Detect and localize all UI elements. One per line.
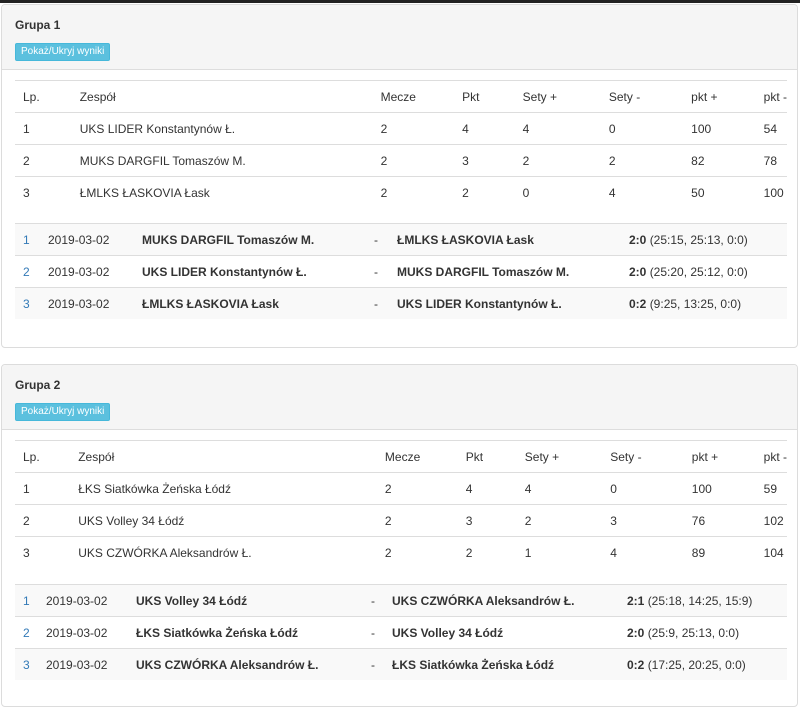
table-row: 2 MUKS DARGFIL Tomaszów M. 2 3 2 2 82 78 xyxy=(15,144,787,177)
match-score: 2:0 xyxy=(627,625,645,640)
match-date: 2019-03-02 xyxy=(40,223,134,256)
matches-table: 1 2019-03-02 MUKS DARGFIL Tomaszów M. - … xyxy=(15,223,787,319)
away-team: ŁKS Siatkówka Żeńska Łódź xyxy=(384,648,619,680)
group-2-panel: Grupa 2 Pokaż/Ukryj wyniki Lp. Zespół Me… xyxy=(1,364,798,707)
table-header-row: Lp. Zespół Mecze Pkt Sety + Sety - pkt +… xyxy=(15,440,787,473)
match-number-link[interactable]: 2 xyxy=(23,625,30,640)
away-team: UKS Volley 34 Łódź xyxy=(384,616,619,649)
match-number-link[interactable]: 1 xyxy=(23,593,30,608)
match-date: 2019-03-02 xyxy=(38,584,128,617)
match-row: 3 2019-03-02 ŁMLKS ŁASKOVIA Łask - UKS L… xyxy=(15,287,787,319)
match-score: 2:0 xyxy=(629,232,647,247)
team-name: MUKS DARGFIL Tomaszów M. xyxy=(71,144,373,177)
match-row: 1 2019-03-02 MUKS DARGFIL Tomaszów M. - … xyxy=(15,223,787,256)
home-team: ŁMLKS ŁASKOVIA Łask xyxy=(134,287,366,319)
col-team: Zespół xyxy=(70,440,377,473)
match-separator: - xyxy=(366,223,389,256)
table-row: 1 ŁKS Siatkówka Żeńska Łódź 2 4 4 0 100 … xyxy=(15,472,787,505)
toggle-results-button[interactable]: Pokaż/Ukryj wyniki xyxy=(15,403,111,421)
match-row: 2 2019-03-02 ŁKS Siatkówka Żeńska Łódź -… xyxy=(15,616,787,649)
match-row: 1 2019-03-02 UKS Volley 34 Łódź - UKS CZ… xyxy=(15,584,787,617)
match-separator: - xyxy=(363,648,384,680)
col-lp: Lp. xyxy=(15,80,72,113)
match-separator: - xyxy=(363,616,384,649)
match-separator: - xyxy=(363,584,384,617)
match-number-link[interactable]: 2 xyxy=(23,264,30,279)
team-name: UKS LIDER Konstantynów Ł. xyxy=(71,112,373,145)
table-row: 1 UKS LIDER Konstantynów Ł. 2 4 4 0 100 … xyxy=(15,112,787,145)
col-pkt-plus: pkt + xyxy=(683,80,756,113)
col-lp: Lp. xyxy=(15,440,71,473)
table-row: 3 ŁMLKS ŁASKOVIA Łask 2 2 0 4 50 100 xyxy=(15,177,787,209)
col-mecze: Mecze xyxy=(376,440,458,473)
standings-table: Lp. Zespół Mecze Pkt Sety + Sety - pkt +… xyxy=(15,80,787,208)
group-title: Grupa 1 xyxy=(15,18,61,32)
match-number-link[interactable]: 3 xyxy=(23,657,30,672)
away-team: MUKS DARGFIL Tomaszów M. xyxy=(389,255,621,288)
col-pkt: Pkt xyxy=(457,440,517,473)
col-sety-plus: Sety + xyxy=(516,440,603,473)
matches-table: 1 2019-03-02 UKS Volley 34 Łódź - UKS CZ… xyxy=(15,584,787,680)
match-date: 2019-03-02 xyxy=(38,648,128,680)
col-sety-minus: Sety - xyxy=(602,440,684,473)
match-number-link[interactable]: 3 xyxy=(23,296,30,311)
match-sets: (9:25, 13:25, 0:0) xyxy=(649,296,742,311)
match-number-link[interactable]: 1 xyxy=(23,232,30,247)
team-name: UKS CZWÓRKA Aleksandrów Ł. xyxy=(78,545,252,560)
home-team: UKS CZWÓRKA Aleksandrów Ł. xyxy=(128,648,363,680)
match-date: 2019-03-02 xyxy=(40,255,134,288)
table-header-row: Lp. Zespół Mecze Pkt Sety + Sety - pkt +… xyxy=(15,80,787,113)
col-pkt-minus: pkt - xyxy=(755,440,787,473)
match-separator: - xyxy=(366,255,389,288)
match-separator: - xyxy=(366,287,389,319)
col-sety-minus: Sety - xyxy=(600,80,684,113)
table-row: 3 UKS CZWÓRKA Aleksandrów Ł. 2 2 1 4 89 … xyxy=(15,537,787,569)
col-sety-plus: Sety + xyxy=(514,80,601,113)
group-title: Grupa 2 xyxy=(15,378,61,392)
team-name: ŁKS Siatkówka Żeńska Łódź xyxy=(70,472,377,505)
group-1-header: Grupa 1 Pokaż/Ukryj wyniki xyxy=(2,5,797,70)
home-team: ŁKS Siatkówka Żeńska Łódź xyxy=(128,616,363,649)
away-team: ŁMLKS ŁASKOVIA Łask xyxy=(389,223,621,256)
top-bar xyxy=(0,0,800,3)
col-pkt: Pkt xyxy=(454,80,515,113)
match-score: 2:0 xyxy=(629,264,647,279)
col-team: Zespół xyxy=(71,80,373,113)
table-row: 2 UKS Volley 34 Łódź 2 3 2 3 76 102 xyxy=(15,504,787,537)
team-name: ŁMLKS ŁASKOVIA Łask xyxy=(79,185,210,200)
match-score: 0:2 xyxy=(629,296,647,311)
match-date: 2019-03-02 xyxy=(38,616,128,649)
toggle-results-button[interactable]: Pokaż/Ukryj wyniki xyxy=(15,43,111,61)
home-team: UKS LIDER Konstantynów Ł. xyxy=(134,255,366,288)
group-1-panel: Grupa 1 Pokaż/Ukryj wyniki Lp. Zespół Me… xyxy=(1,4,798,348)
away-team: UKS CZWÓRKA Aleksandrów Ł. xyxy=(384,584,619,617)
match-score: 2:1 xyxy=(627,593,645,608)
away-team: UKS LIDER Konstantynów Ł. xyxy=(389,287,621,319)
col-pkt-minus: pkt - xyxy=(755,80,787,113)
home-team: MUKS DARGFIL Tomaszów M. xyxy=(134,223,366,256)
col-pkt-plus: pkt + xyxy=(683,440,756,473)
team-name: UKS Volley 34 Łódź xyxy=(70,504,377,537)
match-score: 0:2 xyxy=(627,657,645,672)
group-2-header: Grupa 2 Pokaż/Ukryj wyniki xyxy=(2,365,797,430)
match-sets: (25:9, 25:13, 0:0) xyxy=(647,625,740,640)
col-mecze: Mecze xyxy=(372,80,455,113)
match-sets: (25:20, 25:12, 0:0) xyxy=(649,264,748,279)
home-team: UKS Volley 34 Łódź xyxy=(128,584,363,617)
match-date: 2019-03-02 xyxy=(40,287,134,319)
standings-table: Lp. Zespół Mecze Pkt Sety + Sety - pkt +… xyxy=(15,440,787,568)
match-sets: (17:25, 20:25, 0:0) xyxy=(647,657,746,672)
match-row: 2 2019-03-02 UKS LIDER Konstantynów Ł. -… xyxy=(15,255,787,288)
match-sets: (25:18, 14:25, 15:9) xyxy=(647,593,753,608)
match-row: 3 2019-03-02 UKS CZWÓRKA Aleksandrów Ł. … xyxy=(15,648,787,680)
match-sets: (25:15, 25:13, 0:0) xyxy=(649,232,748,247)
